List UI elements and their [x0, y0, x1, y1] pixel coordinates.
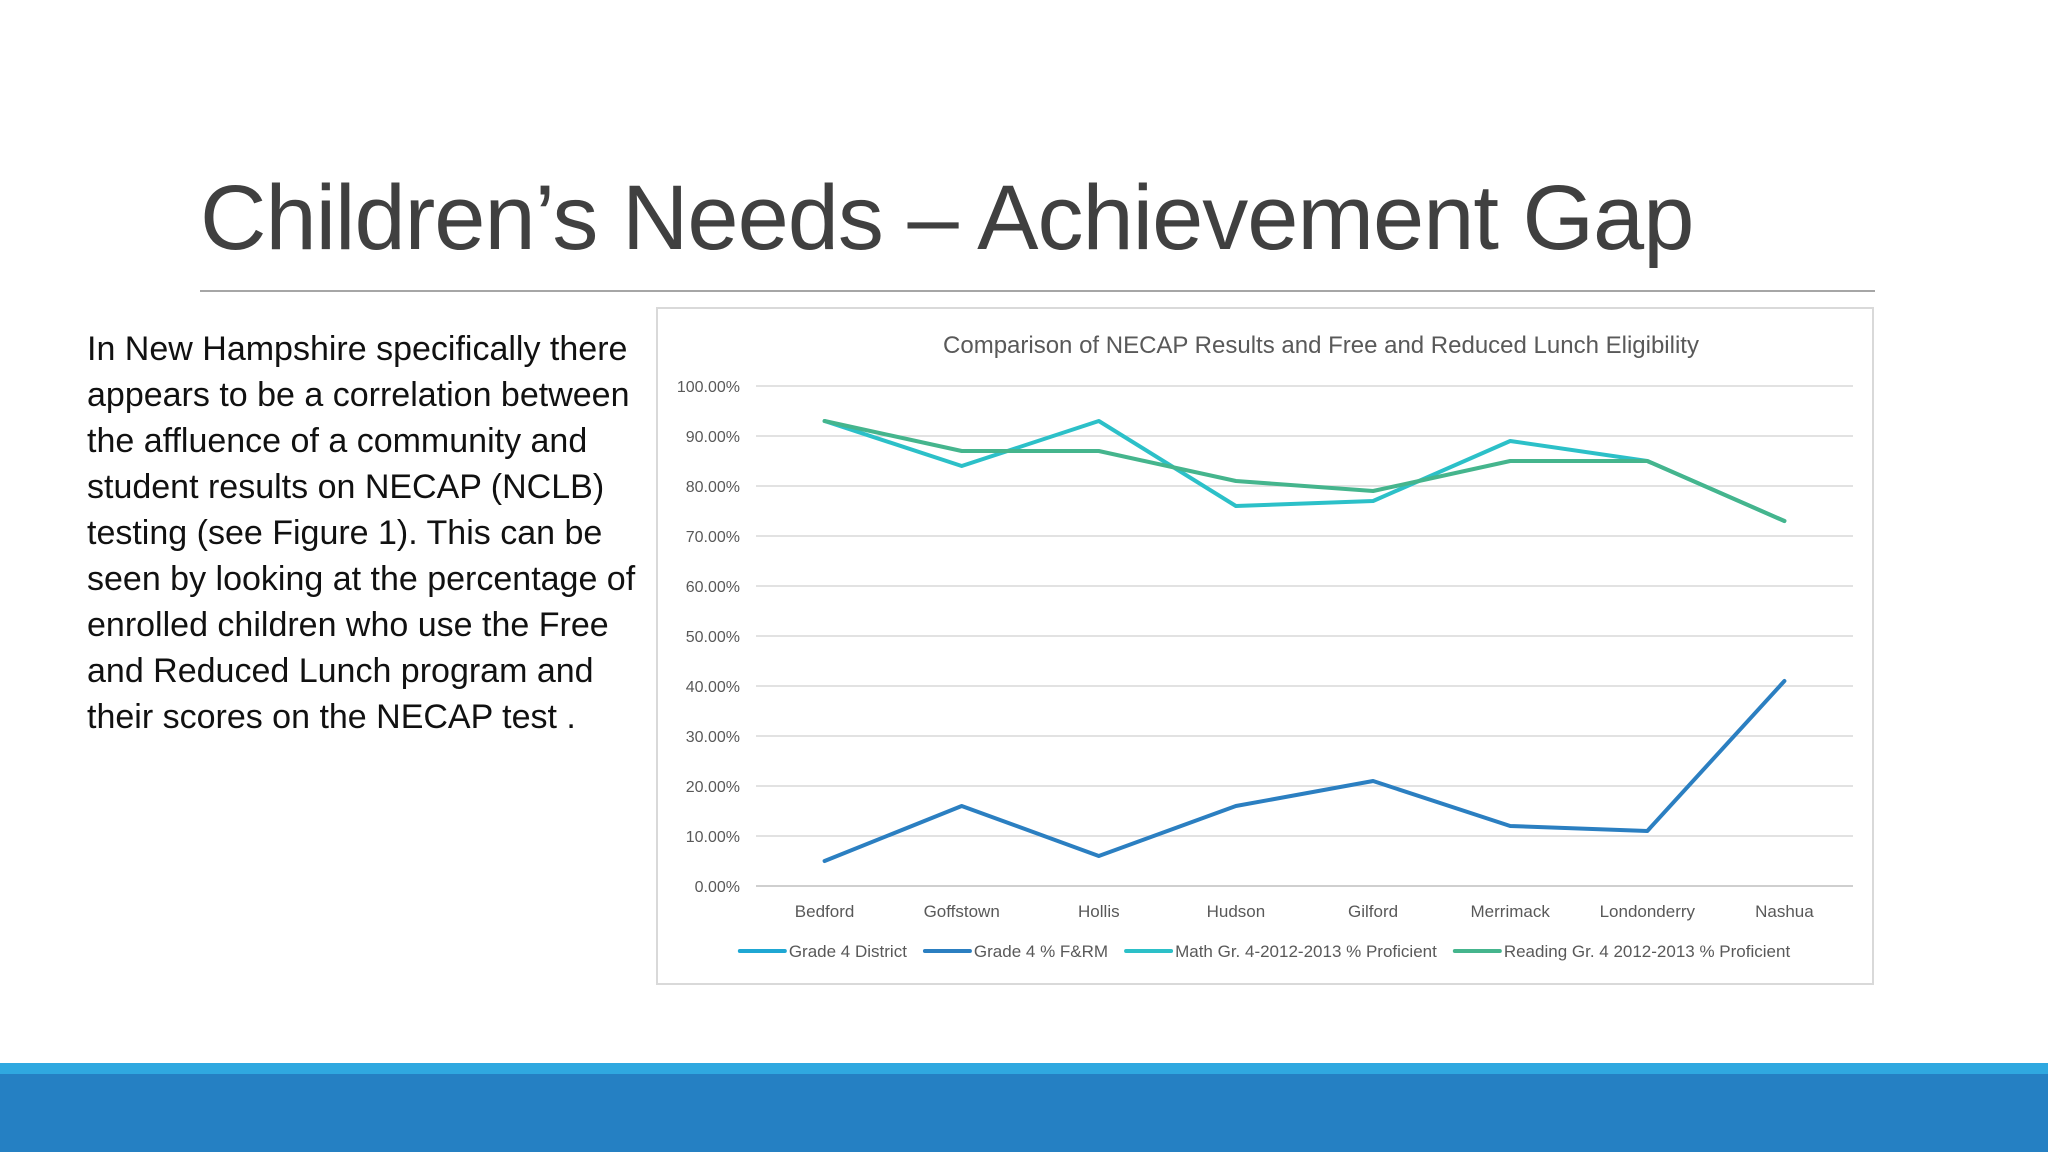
body-paragraph: In New Hampshire specifically there appe…	[87, 330, 636, 736]
y-tick-label: 30.00%	[686, 729, 740, 746]
line-chart: Comparison of NECAP Results and Free and…	[677, 332, 1853, 961]
series-lines	[822, 419, 1787, 863]
title-divider	[200, 290, 1875, 292]
x-tick-label: Londonderry	[1600, 902, 1696, 921]
legend-item: Math Gr. 4-2012-2013 % Proficient	[1124, 942, 1437, 961]
y-tick-label: 100.00%	[677, 379, 740, 396]
x-tick-label: Gilford	[1348, 902, 1398, 921]
y-tick-label: 10.00%	[686, 829, 740, 846]
legend-label: Grade 4 % F&RM	[974, 942, 1108, 961]
y-tick-label: 50.00%	[686, 629, 740, 646]
x-tick-label: Goffstown	[924, 902, 1000, 921]
legend-label: Math Gr. 4-2012-2013 % Proficient	[1175, 942, 1437, 961]
legend-label: Reading Gr. 4 2012-2013 % Proficient	[1504, 942, 1791, 961]
legend-item: Grade 4 District	[737, 942, 907, 961]
slide-title: Children’s Needs – Achievement Gap	[200, 167, 1694, 269]
y-axis-ticks: 0.00% 10.00% 20.00% 30.00% 40.00% 50.00% 60.00…	[677, 379, 740, 896]
legend-label: Grade 4 District	[789, 942, 907, 961]
x-tick-label: Hollis	[1078, 902, 1120, 921]
x-axis-ticks: Bedford Goffstown Hollis Hudson Gilford Merri…	[795, 902, 1814, 921]
y-tick-label: 20.00%	[686, 779, 740, 796]
series-line	[822, 679, 1787, 863]
legend-item: Grade 4 % F&RM	[922, 942, 1108, 961]
legend-item: Reading Gr. 4 2012-2013 % Proficient	[1452, 942, 1791, 961]
x-tick-label: Nashua	[1755, 902, 1814, 921]
series-line	[822, 419, 1787, 523]
y-tick-label: 40.00%	[686, 679, 740, 696]
gridlines	[756, 385, 1853, 887]
chart-frame: Comparison of NECAP Results and Free and…	[656, 307, 1874, 985]
x-tick-label: Bedford	[795, 902, 855, 921]
y-tick-label: 70.00%	[686, 529, 740, 546]
legend: Grade 4 District Grade 4 % F&RM Math Gr. 4…	[737, 942, 1791, 961]
y-tick-label: 90.00%	[686, 429, 740, 446]
series-line	[822, 419, 1787, 523]
y-tick-label: 0.00%	[695, 879, 740, 896]
x-tick-label: Merrimack	[1471, 902, 1551, 921]
y-tick-label: 80.00%	[686, 479, 740, 496]
x-tick-label: Hudson	[1207, 902, 1266, 921]
footer-accent-line	[0, 1063, 2048, 1074]
footer-band	[0, 1074, 2048, 1152]
y-tick-label: 60.00%	[686, 579, 740, 596]
chart-title: Comparison of NECAP Results and Free and…	[943, 332, 1699, 359]
